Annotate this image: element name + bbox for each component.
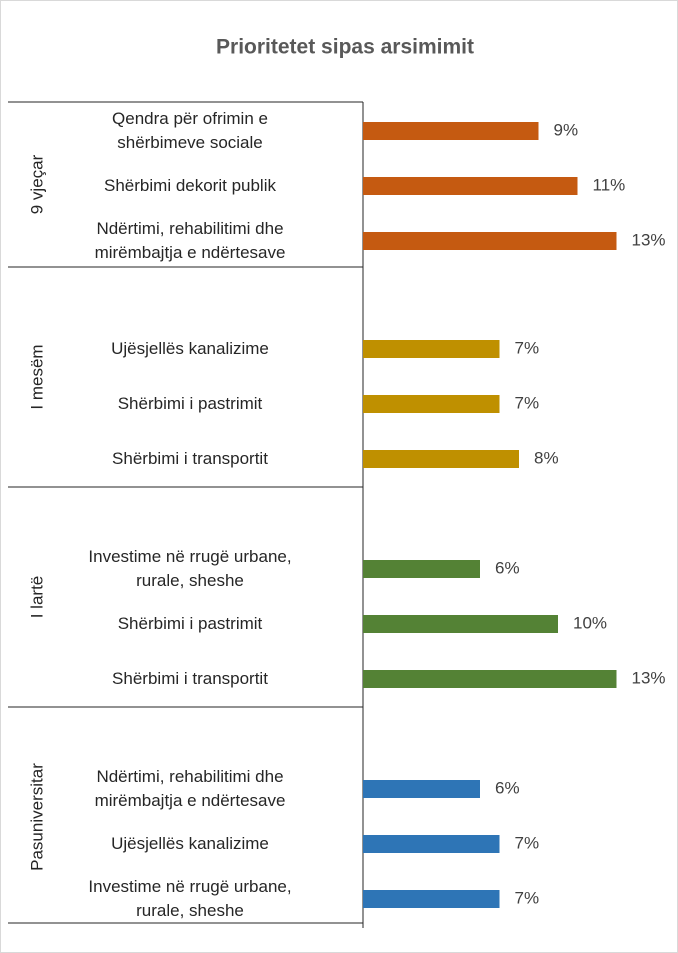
bar xyxy=(363,835,500,853)
value-label: 9% xyxy=(554,120,579,139)
category-label: Shërbimi i transportit xyxy=(112,449,268,468)
value-label: 7% xyxy=(515,338,540,357)
chart-title: Prioritetet sipas arsimimit xyxy=(216,36,474,59)
category-label: Investime në rrugë urbane, rurale, shesh… xyxy=(88,547,292,590)
bar xyxy=(363,780,480,798)
bar xyxy=(363,560,480,578)
group-label: I lartë xyxy=(27,576,46,619)
value-label: 8% xyxy=(534,448,559,467)
bar xyxy=(363,615,558,633)
category-label: Ujësjellës kanalizime xyxy=(111,834,269,853)
category-label: Shërbimi dekorit publik xyxy=(104,176,276,195)
category-label: Investime në rrugë urbane, rurale, shesh… xyxy=(88,877,292,920)
category-label: Ndërtimi, rehabilitimi dhe mirëmbajtja e… xyxy=(94,219,286,262)
value-label: 13% xyxy=(632,230,666,249)
value-label: 7% xyxy=(515,393,540,412)
bar xyxy=(363,340,500,358)
category-label: Ujësjellës kanalizime xyxy=(111,339,269,358)
category-label: Shërbimi i pastrimit xyxy=(117,394,263,413)
value-label: 10% xyxy=(573,613,607,632)
bar xyxy=(363,450,519,468)
bar xyxy=(363,232,617,250)
category-label: Shërbimi i pastrimit xyxy=(117,614,263,633)
value-label: 7% xyxy=(515,833,540,852)
value-label: 13% xyxy=(632,668,666,687)
bar xyxy=(363,177,578,195)
bar xyxy=(363,395,500,413)
category-label: Shërbimi i transportit xyxy=(112,669,268,688)
bar xyxy=(363,670,617,688)
category-label: Ndërtimi, rehabilitimi dhe mirëmbajtja e… xyxy=(94,767,286,810)
value-label: 6% xyxy=(495,778,520,797)
bar xyxy=(363,122,539,140)
group-label: Pasuniversitar xyxy=(27,763,46,871)
value-label: 7% xyxy=(515,888,540,907)
group-label: 9 vjeçar xyxy=(27,154,46,214)
value-label: 6% xyxy=(495,558,520,577)
bar xyxy=(363,890,500,908)
value-label: 11% xyxy=(593,175,626,194)
group-label: I mesëm xyxy=(27,344,46,409)
category-label: Qendra për ofrimin e shërbimeve sociale xyxy=(112,109,268,152)
